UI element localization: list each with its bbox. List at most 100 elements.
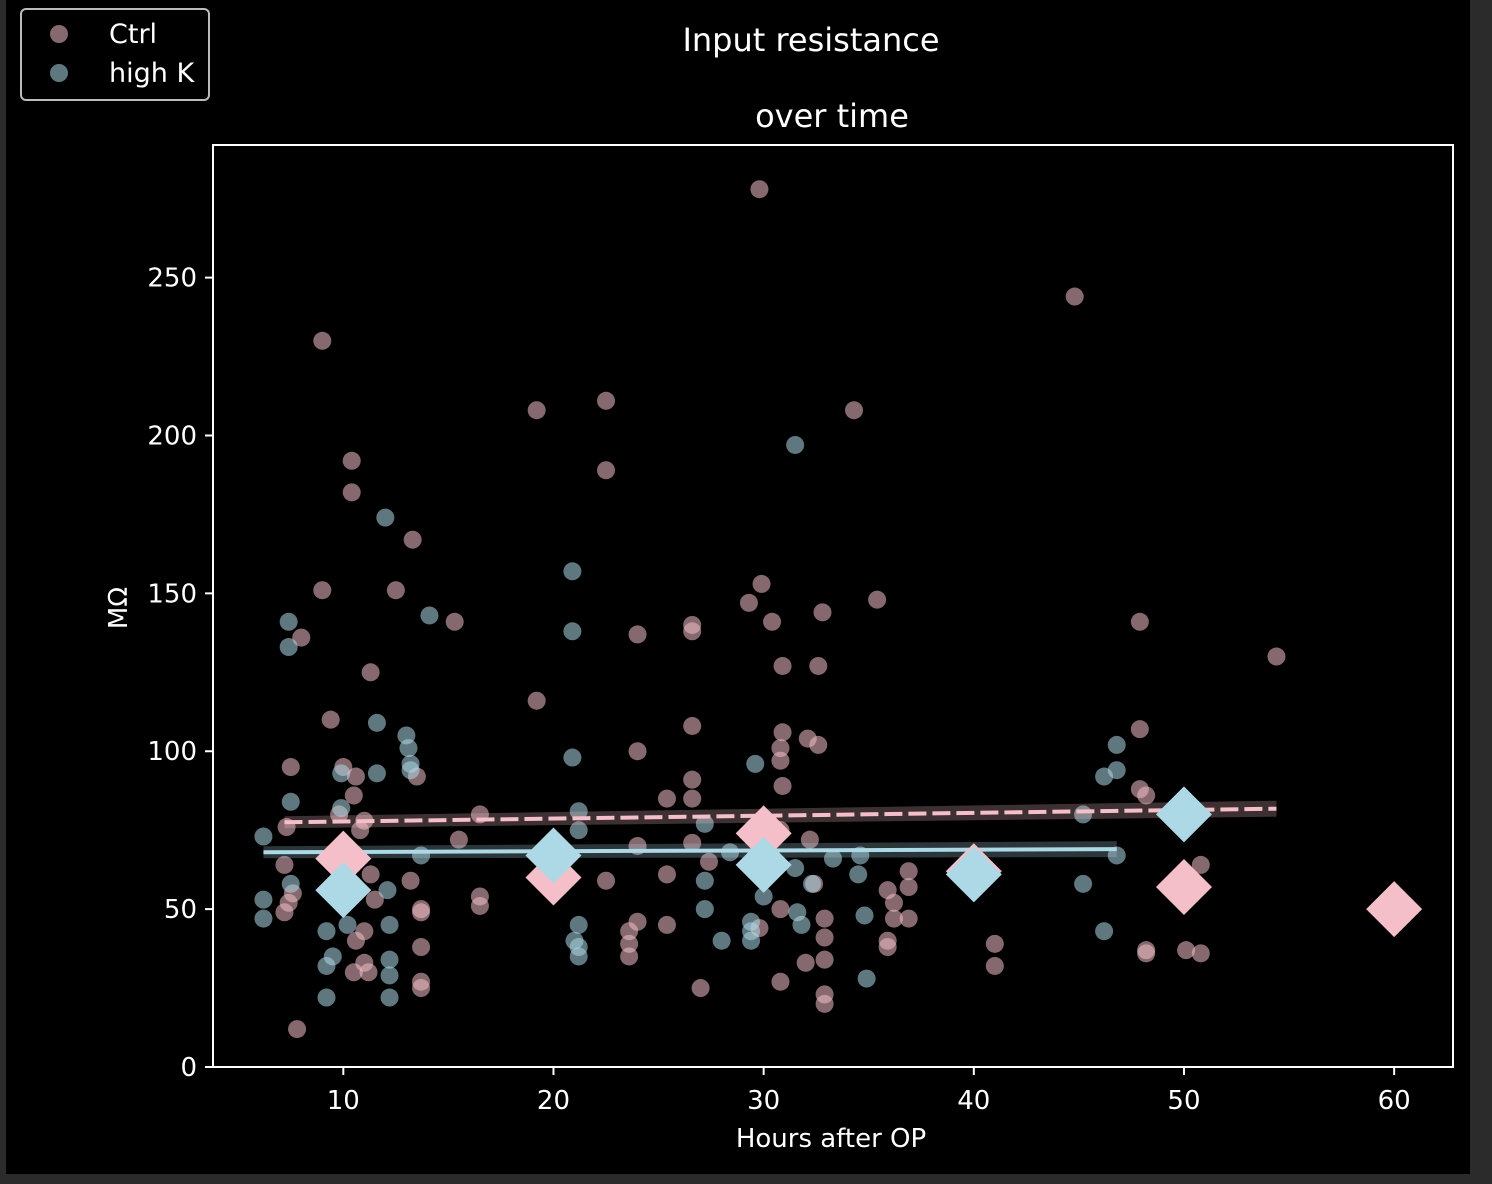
- plot-area: 10 20 30 40 50 60 0 50 100 150 200 250: [147, 144, 1454, 1116]
- mean-marker-high-k: [735, 836, 792, 893]
- scatter-chart: Input resistance over time Ctrl high K H…: [20, 8, 1454, 1154]
- x-axis-label: Hours after OP: [736, 1124, 926, 1154]
- data-point-ctrl: [597, 391, 616, 410]
- data-point-high-k: [563, 748, 582, 767]
- legend-label-high-k: high K: [109, 58, 195, 89]
- data-point-ctrl: [884, 909, 903, 928]
- data-point-high-k: [380, 950, 399, 969]
- chart-subtitle: over time: [755, 97, 909, 135]
- data-point-ctrl: [683, 770, 702, 789]
- plot-frame: [212, 144, 1454, 1068]
- data-point-high-k: [380, 966, 399, 985]
- data-point-ctrl: [321, 710, 340, 729]
- data-point-high-k: [824, 849, 842, 868]
- y-tick-label: 150: [147, 579, 197, 609]
- data-point-high-k: [367, 764, 386, 783]
- data-point-ctrl: [281, 758, 300, 777]
- data-point-ctrl: [771, 900, 790, 919]
- y-tick-label: 100: [147, 737, 197, 767]
- data-point-high-k: [376, 508, 395, 527]
- data-point-ctrl: [401, 871, 420, 890]
- data-point-high-k: [786, 435, 805, 454]
- data-point-ctrl: [275, 855, 294, 874]
- data-point-high-k: [1107, 761, 1126, 780]
- data-point-ctrl: [683, 622, 702, 641]
- data-point-ctrl: [355, 922, 374, 941]
- data-point-ctrl: [796, 953, 815, 972]
- data-point-high-k: [332, 799, 351, 818]
- data-point-ctrl: [1130, 720, 1149, 739]
- mean-marker-ctrl: [315, 830, 372, 887]
- data-point-ctrl: [683, 716, 702, 735]
- data-point-ctrl: [1137, 786, 1156, 805]
- y-axis-label: MΩ: [104, 587, 134, 629]
- data-point-high-k: [279, 612, 298, 631]
- data-point-ctrl: [1137, 944, 1156, 963]
- mean-marker-high-k: [315, 862, 372, 919]
- data-point-high-k: [563, 562, 582, 581]
- data-point-ctrl: [620, 947, 639, 966]
- data-point-ctrl: [597, 461, 616, 480]
- data-point-ctrl: [884, 893, 903, 912]
- data-point-ctrl: [763, 612, 782, 631]
- data-point-ctrl: [620, 922, 639, 941]
- data-point-ctrl: [313, 331, 332, 350]
- chart-title: Input resistance: [682, 21, 939, 59]
- data-point-ctrl: [809, 656, 828, 675]
- data-point-ctrl: [361, 865, 380, 884]
- data-point-high-k: [754, 887, 773, 906]
- data-point-high-k: [569, 821, 588, 840]
- data-point-ctrl: [620, 934, 639, 953]
- data-point-high-k: [849, 865, 868, 884]
- data-point-ctrl: [1177, 941, 1196, 960]
- data-point-high-k: [569, 947, 588, 966]
- data-point-ctrl: [1191, 855, 1210, 874]
- data-point-ctrl: [809, 735, 828, 754]
- y-tick-label: 0: [180, 1053, 197, 1083]
- data-point-high-k: [420, 606, 439, 625]
- mean-marker-ctrl: [1366, 881, 1423, 938]
- legend-marker-high-k: [50, 64, 68, 82]
- data-point-ctrl: [351, 821, 370, 840]
- data-point-ctrl: [386, 581, 405, 600]
- data-point-high-k: [323, 947, 342, 966]
- data-point-ctrl: [361, 663, 380, 682]
- data-point-ctrl: [445, 612, 464, 631]
- legend-label-ctrl: Ctrl: [109, 19, 157, 50]
- data-point-ctrl: [815, 928, 834, 947]
- data-point-ctrl: [470, 896, 489, 915]
- data-point-ctrl: [1065, 287, 1084, 306]
- x-tick-label: 20: [537, 1086, 570, 1116]
- data-point-ctrl: [1267, 647, 1286, 666]
- data-point-high-k: [569, 915, 588, 934]
- data-point-high-k: [367, 713, 386, 732]
- data-point-high-k: [332, 764, 351, 783]
- data-point-high-k: [281, 792, 300, 811]
- data-point-high-k: [380, 915, 399, 934]
- data-point-high-k: [695, 814, 714, 833]
- data-point-ctrl: [597, 871, 616, 890]
- data-point-ctrl: [683, 789, 702, 808]
- data-point-ctrl: [449, 830, 468, 849]
- data-point-high-k: [1074, 874, 1093, 893]
- data-point-ctrl: [344, 786, 363, 805]
- data-point-ctrl: [313, 581, 332, 600]
- data-point-high-k: [855, 906, 874, 925]
- data-point-ctrl: [700, 852, 718, 871]
- data-point-ctrl: [813, 603, 832, 622]
- x-tick-label: 50: [1167, 1086, 1200, 1116]
- data-point-high-k: [1095, 922, 1114, 941]
- data-point-ctrl: [815, 909, 834, 928]
- data-point-high-k: [712, 931, 731, 950]
- data-point-ctrl: [683, 833, 702, 852]
- data-point-ctrl: [985, 934, 1004, 953]
- data-point-ctrl: [412, 903, 431, 922]
- data-point-ctrl: [355, 953, 374, 972]
- x-tick-label: 10: [327, 1086, 360, 1116]
- legend: Ctrl high K: [20, 8, 210, 101]
- data-point-high-k: [569, 802, 588, 821]
- data-point-high-k: [338, 915, 357, 934]
- data-point-ctrl: [403, 530, 422, 549]
- data-point-ctrl: [628, 742, 647, 761]
- data-point-ctrl: [1191, 944, 1210, 963]
